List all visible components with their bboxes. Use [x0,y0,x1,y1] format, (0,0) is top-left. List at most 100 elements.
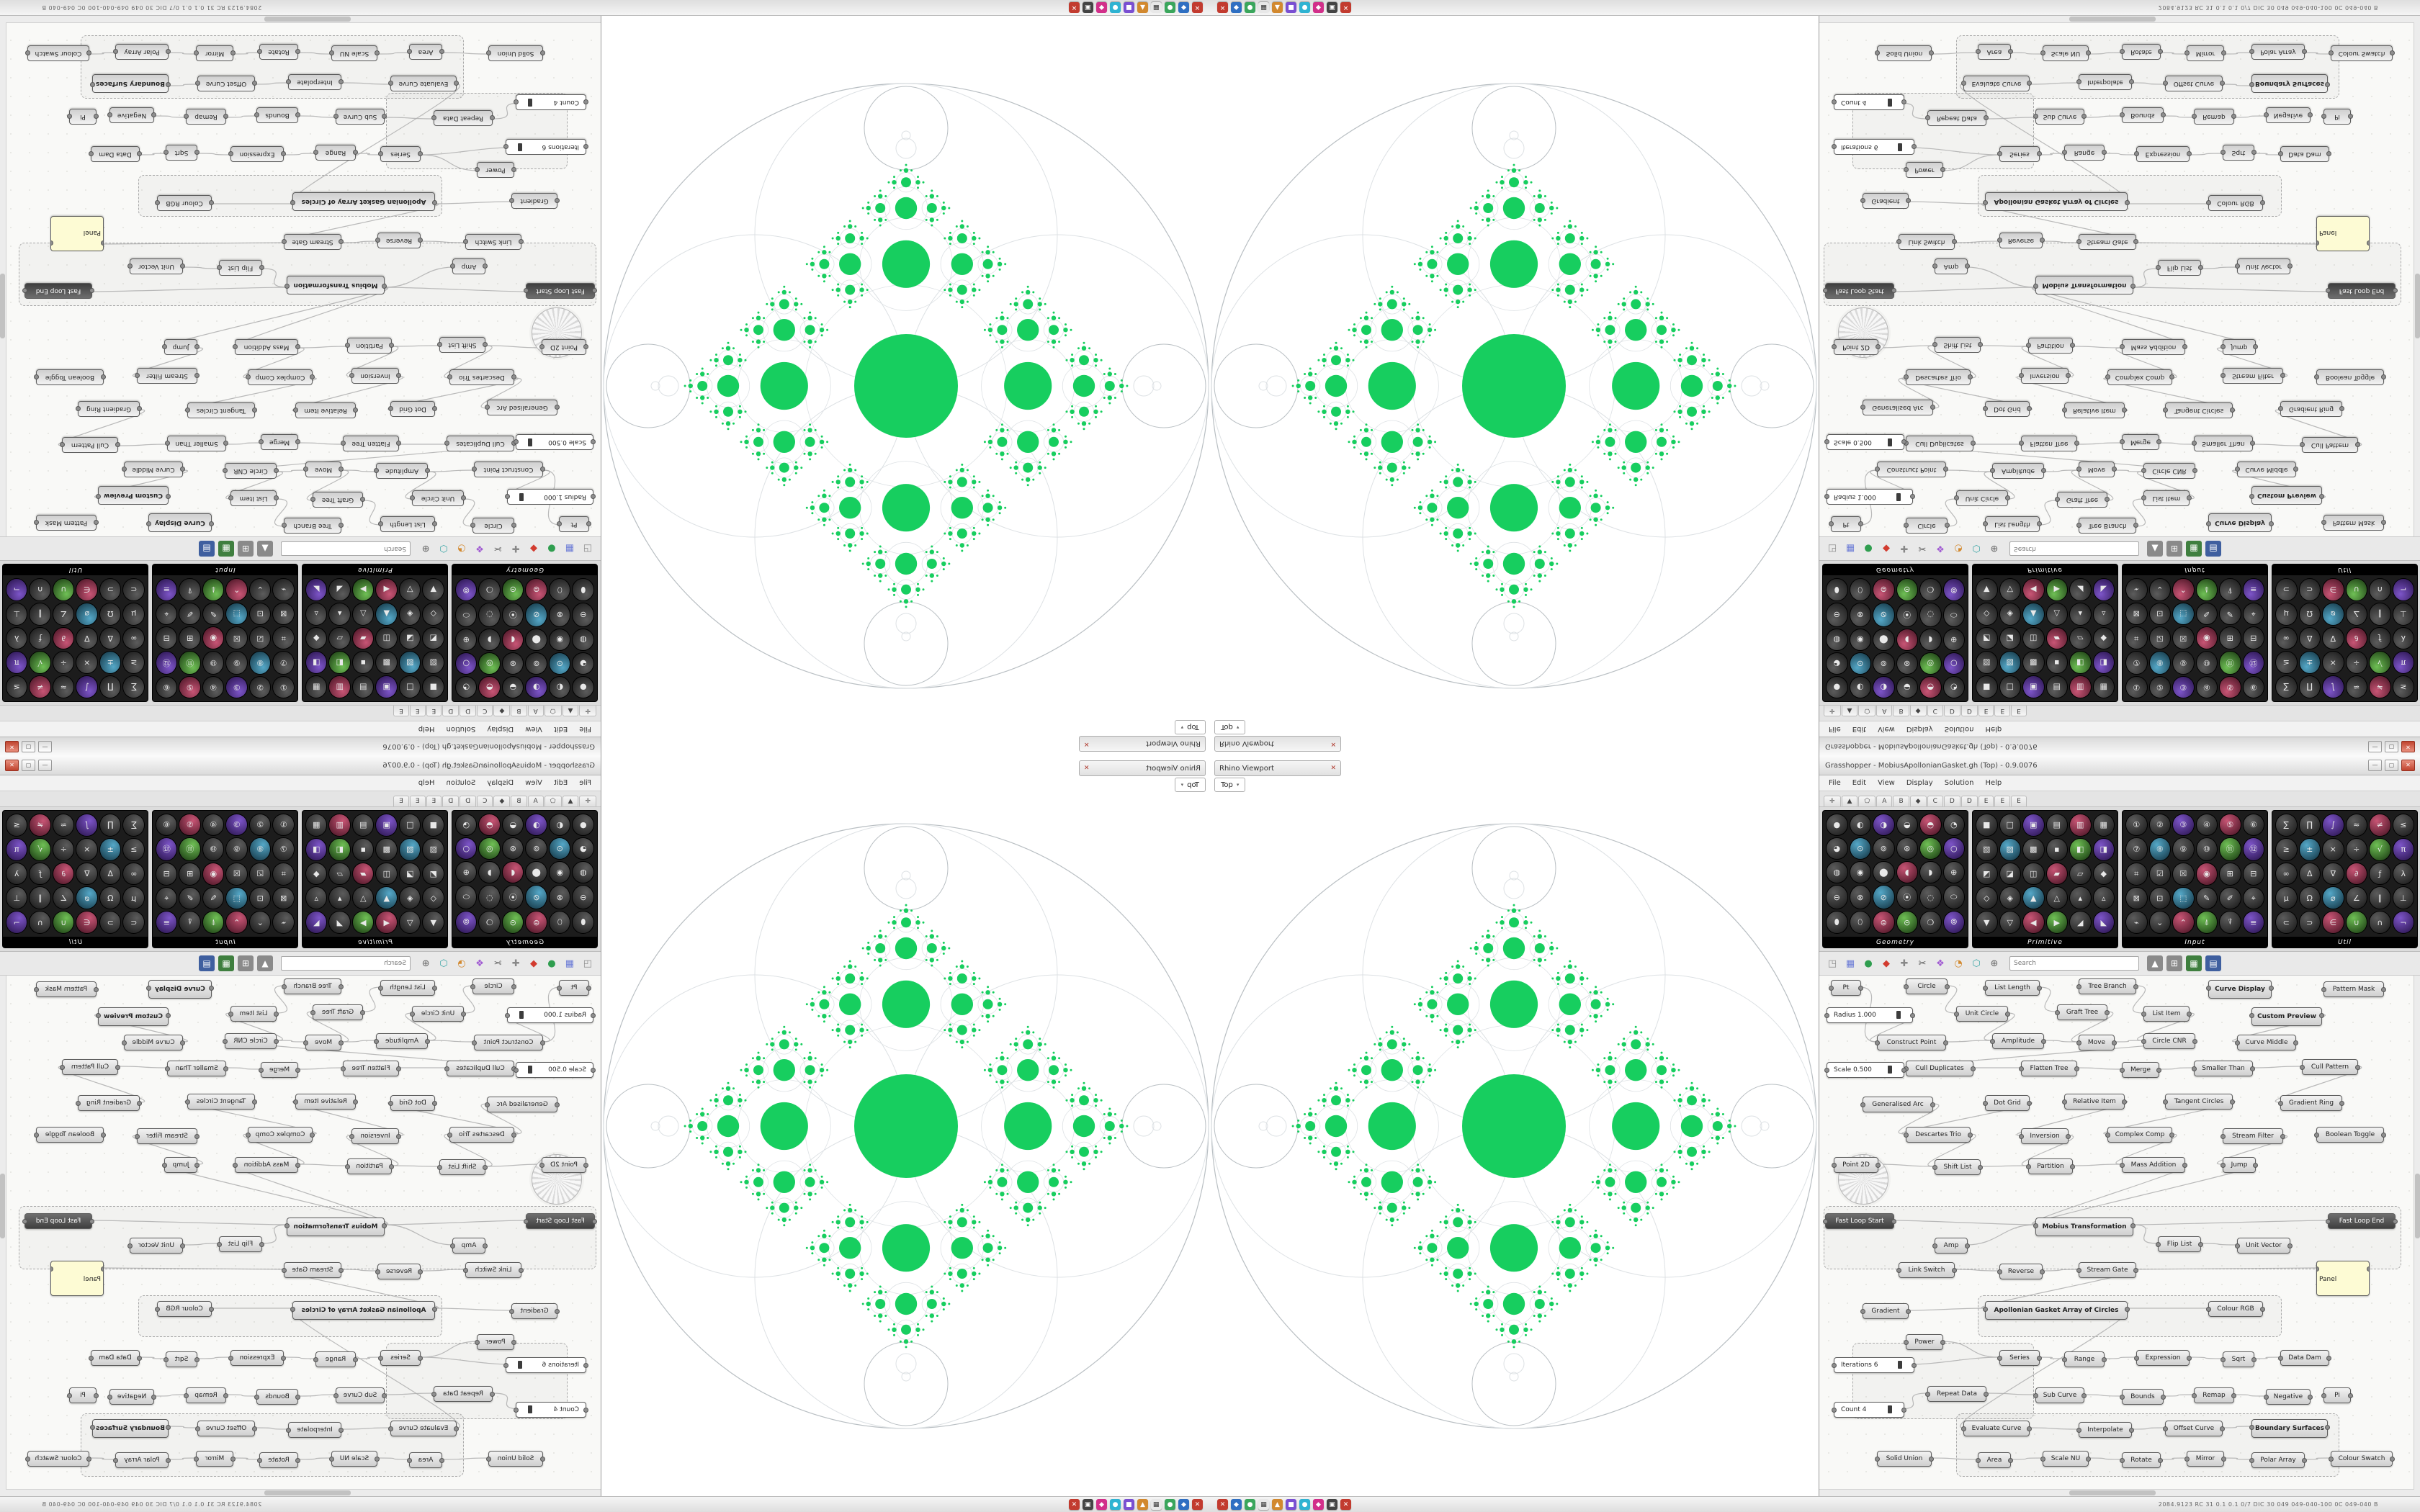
gh-canvas[interactable]: Pt Circle List Length Tree Branch Curve Disp… [0,976,601,1496]
menu-edit[interactable]: Edit [1852,779,1867,787]
primitive-component-icon-3[interactable]: ▤ [2045,814,2068,837]
util-component-icon-28[interactable]: ∩ [2369,578,2391,601]
util-component-icon-6[interactable]: ≥ [122,651,145,675]
input-component-icon-23[interactable]: ⌖ [2242,602,2264,626]
node-generalised-arc[interactable]: Generalised Arc [1863,400,1933,415]
files-app-icon[interactable]: ▦ [1258,1499,1269,1510]
geometry-component-icon-23[interactable]: ⬭ [1942,885,1965,909]
input-component-icon-24[interactable]: ⌁ [2125,911,2148,934]
geometry-component-icon-19[interactable]: ⊗ [1849,603,1871,627]
util-component-icon-22[interactable]: ∥ [29,602,51,626]
shaded-view-icon[interactable]: ▦ [1845,958,1855,969]
input-component-icon-28[interactable]: ⍒ [2219,911,2241,934]
node-offset-curve[interactable]: Offset Curve [197,1421,255,1436]
primitive-component-icon-8[interactable]: ▩ [375,837,398,861]
grasshopper-app-icon[interactable]: ● [1245,2,1255,13]
node-gradient-ring[interactable]: Gradient Ring [2280,401,2342,417]
menu-solution[interactable]: Solution [446,779,476,787]
input-component-icon-13[interactable]: ☑ [2148,626,2171,649]
category-tab-5[interactable]: ◆ [1909,706,1927,716]
input-component-icon-7[interactable]: ⑧ [249,837,272,862]
input-component-icon-3[interactable]: ④ [202,814,225,836]
input-component-icon-18[interactable]: ⊠ [272,602,295,626]
geometry-component-icon-18[interactable]: ⊖ [572,885,594,909]
node-series[interactable]: Series [1999,146,2040,162]
node-sqrt[interactable]: Sqrt [2220,1351,2257,1367]
util-component-icon-4[interactable]: ≠ [29,814,51,837]
canvas-search-input[interactable] [281,956,411,971]
menu-file[interactable]: File [579,725,591,733]
input-component-icon-8[interactable]: ⑨ [2172,650,2195,675]
menu-display[interactable]: Display [1906,779,1933,787]
slider-knob[interactable] [519,493,524,501]
geometry-component-icon-18[interactable]: ⊖ [1826,603,1848,627]
category-tab-8[interactable]: D [442,706,460,716]
util-component-icon-3[interactable]: ≈ [53,675,75,698]
util-component-icon-8[interactable]: × [2322,837,2344,861]
menu-display[interactable]: Display [1906,725,1933,733]
primitive-component-icon-1[interactable]: □ [399,675,421,698]
viewport-close-icon[interactable]: ✕ [1084,740,1090,747]
node-radius-1-000[interactable]: Radius 1.000 [507,1007,593,1023]
node-remap[interactable]: Remap [2194,109,2234,125]
geometry-component-icon-15[interactable]: ◖ [1896,629,1918,651]
category-tab-0[interactable]: ✛ [1824,706,1841,716]
grasshopper-titlebar[interactable]: Grasshopper - MobiusApollonianGasket.gh … [0,756,601,775]
close-session-icon[interactable]: ✕ [1069,2,1080,13]
node-graft-tree[interactable]: Graft Tree [313,1004,363,1020]
util-component-icon-2[interactable]: ∫ [2322,675,2344,698]
node-unit-vector[interactable]: Unit Vector [130,258,183,274]
geometry-component-icon-5[interactable]: ◔ [455,676,478,698]
node-mobius-transformation[interactable]: Mobius Transformation [2035,276,2133,294]
primitive-component-icon-2[interactable]: ▣ [2022,814,2045,837]
render-solution-icon[interactable]: ▦ [218,955,234,971]
node-fast-loop-end[interactable]: Fast Loop End [24,283,92,299]
rhino-app-icon[interactable]: ◆ [1231,1499,1242,1510]
input-component-icon-17[interactable]: ⊟ [156,626,178,649]
node-radius-1-000[interactable]: Radius 1.000 [507,489,593,505]
node-iterations-6[interactable]: Iterations 6 [506,1357,586,1373]
render-solution-icon[interactable]: ▦ [2186,541,2202,557]
util-component-icon-11[interactable]: π [2392,651,2414,675]
util-component-icon-14[interactable]: ∇ [76,626,98,650]
input-component-icon-20[interactable]: ⬚ [225,602,248,626]
input-component-icon-11[interactable]: ⑫ [156,837,178,862]
close-session-icon[interactable]: ✕ [1069,1499,1080,1510]
input-component-icon-2[interactable]: ③ [225,676,248,698]
input-component-icon-29[interactable]: ≡ [156,911,178,934]
category-tab-10[interactable]: E [1994,796,2011,806]
primitive-component-icon-22[interactable]: ▴ [328,886,351,910]
node-boundary-surfaces[interactable]: Boundary Surfaces [2251,74,2328,93]
package-app-icon[interactable]: ■ [1286,1499,1296,1510]
node-count-4[interactable]: Count 4 [1832,1402,1906,1418]
viewport-projection-button[interactable]: Top ▾ [1174,720,1206,734]
input-component-icon-10[interactable]: ⑪ [2219,837,2241,862]
profiler-icon[interactable]: ◔ [1954,543,1963,554]
geometry-component-icon-26[interactable]: ⊜ [525,911,547,934]
category-tab-10[interactable]: E [1994,706,2011,716]
geometry-component-icon-2[interactable]: ◑ [525,676,547,698]
input-component-icon-14[interactable]: ☒ [225,626,248,649]
geometry-component-icon-24[interactable]: ⬮ [572,578,594,601]
input-component-icon-0[interactable]: ① [2125,814,2148,836]
util-component-icon-13[interactable]: Δ [2298,626,2321,650]
node-iterations-6[interactable]: Iterations 6 [1832,1357,1917,1373]
category-tab-9[interactable]: E [426,706,442,716]
primitive-component-icon-23[interactable]: ▵ [2092,602,2115,626]
primitive-component-icon-3[interactable]: ▤ [352,814,375,837]
primitive-component-icon-15[interactable]: ▰ [2045,626,2068,650]
primitive-component-icon-13[interactable]: ◪ [399,862,421,886]
util-component-icon-20[interactable]: ⌀ [2322,602,2344,626]
node-mass-addition[interactable]: Mass Addition [2120,1157,2187,1173]
node-reverse[interactable]: Reverse [377,233,421,248]
geometry-component-icon-25[interactable]: ⬯ [1849,578,1871,601]
geometry-component-icon-2[interactable]: ◑ [525,814,547,836]
node-scale-nu[interactable]: Scale NU [331,1451,377,1467]
menu-view[interactable]: View [1878,725,1895,733]
util-component-icon-24[interactable]: ⊂ [2275,578,2298,601]
alert-app-icon[interactable]: ▲ [1137,1499,1148,1510]
node-panel[interactable]: Panel [2316,1261,2370,1296]
primitive-component-icon-19[interactable]: ◈ [399,602,421,626]
util-component-icon-17[interactable]: λ [2392,862,2414,886]
primitive-component-icon-20[interactable]: ▲ [375,886,398,910]
